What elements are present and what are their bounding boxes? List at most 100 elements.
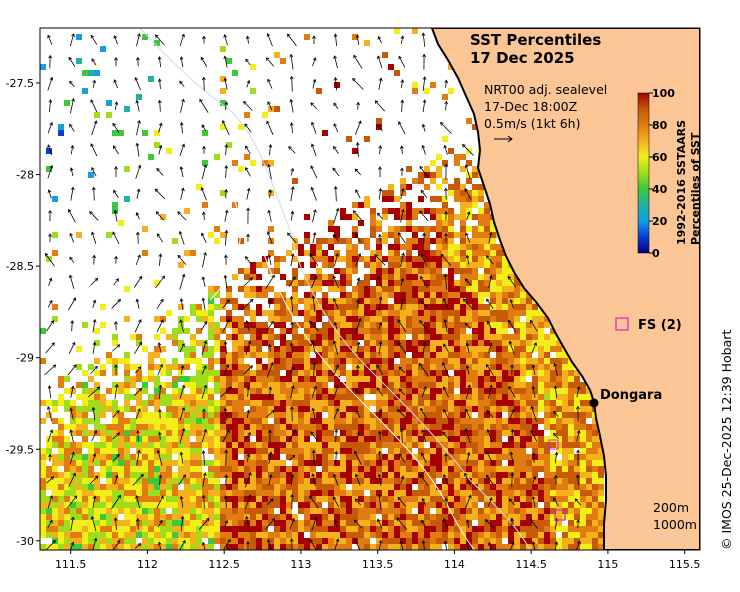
sst-cell bbox=[262, 538, 268, 544]
sst-cell bbox=[256, 514, 262, 520]
sst-cell bbox=[280, 532, 286, 538]
sst-cell bbox=[352, 436, 358, 442]
sst-cell bbox=[148, 496, 154, 502]
sst-cell bbox=[424, 310, 430, 316]
sst-cell bbox=[490, 448, 496, 454]
sst-cell bbox=[478, 436, 484, 442]
sst-cell bbox=[346, 514, 352, 520]
current-arrow bbox=[420, 189, 428, 198]
sst-cell bbox=[358, 238, 364, 244]
sst-cell bbox=[406, 238, 412, 244]
sst-cell bbox=[52, 436, 58, 442]
sst-cell bbox=[376, 532, 382, 538]
sst-cell bbox=[202, 424, 208, 430]
sst-cell bbox=[496, 532, 502, 538]
sst-cell bbox=[274, 316, 280, 322]
sst-cell bbox=[580, 436, 586, 442]
sst-cell bbox=[298, 496, 304, 502]
sst-cell bbox=[58, 502, 64, 508]
current-arrow bbox=[136, 449, 141, 466]
sst-cell bbox=[478, 310, 484, 316]
sst-cell bbox=[340, 208, 346, 214]
sst-cell bbox=[436, 316, 442, 322]
sst-cell bbox=[568, 388, 574, 394]
current-arrow bbox=[112, 410, 120, 418]
sst-cell bbox=[520, 454, 526, 460]
sst-cell bbox=[166, 412, 172, 418]
sst-cell bbox=[310, 382, 316, 388]
sst-cell bbox=[466, 358, 472, 364]
sst-cell bbox=[526, 502, 532, 508]
sst-cell bbox=[310, 334, 316, 340]
sst-cell bbox=[346, 394, 352, 400]
current-arrow bbox=[422, 232, 426, 243]
sst-cell bbox=[190, 424, 196, 430]
sst-cell bbox=[370, 502, 376, 508]
current-arrow bbox=[444, 210, 448, 221]
sst-cell bbox=[130, 538, 136, 544]
sst-cell bbox=[388, 316, 394, 322]
sst-cell bbox=[586, 436, 592, 442]
sst-cell bbox=[112, 532, 118, 538]
sst-cell bbox=[472, 214, 478, 220]
sst-cell bbox=[196, 400, 202, 406]
sst-cell bbox=[46, 448, 52, 454]
current-arrow bbox=[355, 34, 360, 45]
sst-cell bbox=[304, 346, 310, 352]
sst-cell bbox=[580, 544, 586, 550]
sst-cell bbox=[442, 442, 448, 448]
sst-cell bbox=[298, 382, 304, 388]
sst-cell bbox=[316, 250, 322, 256]
sst-cell bbox=[208, 358, 214, 364]
sst-cell bbox=[544, 394, 550, 400]
sst-cell bbox=[496, 490, 502, 496]
sst-cell bbox=[160, 490, 166, 496]
sst-cell bbox=[316, 238, 322, 244]
current-arrow bbox=[444, 100, 449, 111]
sst-cell bbox=[208, 376, 214, 382]
sst-cell bbox=[370, 208, 376, 214]
sst-cell bbox=[382, 316, 388, 322]
currents-scale: 0.5m/s (1kt 6h) bbox=[484, 116, 580, 131]
sst-cell bbox=[142, 448, 148, 454]
sst-cell bbox=[394, 70, 400, 76]
current-arrow bbox=[400, 475, 405, 484]
sst-cell bbox=[526, 472, 532, 478]
sst-cell bbox=[460, 310, 466, 316]
sst-cell bbox=[424, 406, 430, 412]
sst-cell bbox=[196, 424, 202, 430]
current-arrow bbox=[290, 186, 295, 202]
sst-cell bbox=[520, 418, 526, 424]
sst-cell bbox=[238, 370, 244, 376]
sst-cell bbox=[214, 442, 220, 448]
sst-cell bbox=[136, 484, 142, 490]
sst-cell bbox=[592, 514, 598, 520]
sst-cell bbox=[280, 490, 286, 496]
current-arrow bbox=[466, 451, 471, 464]
sst-cell bbox=[508, 310, 514, 316]
sst-cell bbox=[406, 358, 412, 364]
sst-cell bbox=[238, 490, 244, 496]
sst-cell bbox=[262, 484, 268, 490]
sst-cell bbox=[346, 448, 352, 454]
current-arrow bbox=[419, 210, 429, 222]
sst-cell bbox=[418, 376, 424, 382]
sst-cell bbox=[586, 490, 592, 496]
current-arrow bbox=[114, 474, 119, 485]
sst-cell bbox=[472, 436, 478, 442]
sst-cell bbox=[424, 328, 430, 334]
sst-cell bbox=[466, 208, 472, 214]
sst-cell bbox=[316, 364, 322, 370]
sst-cell bbox=[172, 514, 178, 520]
current-arrow bbox=[422, 53, 426, 70]
sst-cell bbox=[298, 532, 304, 538]
sst-cell bbox=[106, 430, 112, 436]
sst-cell bbox=[52, 232, 58, 238]
sst-cell bbox=[64, 460, 70, 466]
sst-cell bbox=[142, 400, 148, 406]
sst-cell bbox=[304, 442, 310, 448]
sst-cell bbox=[328, 472, 334, 478]
sst-cell bbox=[388, 358, 394, 364]
sst-cell bbox=[220, 460, 226, 466]
sst-cell bbox=[370, 226, 376, 232]
